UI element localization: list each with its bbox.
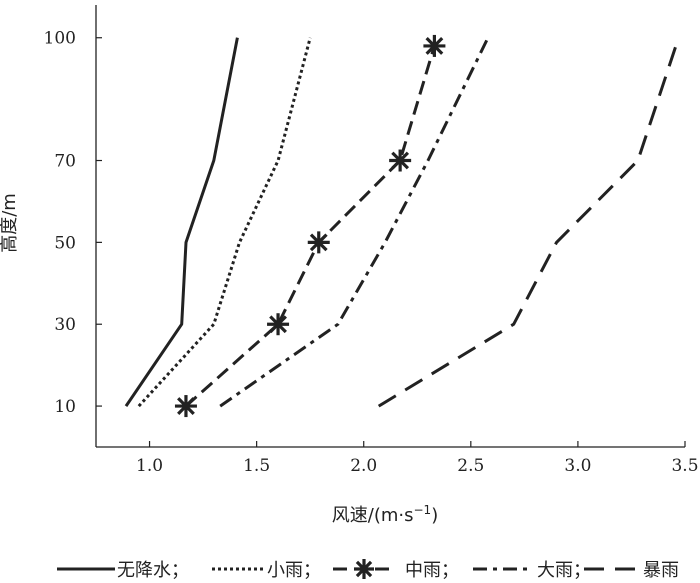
data-point-中雨 (307, 231, 330, 254)
x-axis-title-exp: −1 (414, 503, 432, 517)
x-tick-label: 1.5 (243, 456, 270, 476)
series-line-无降水 (124, 37, 239, 407)
x-tick-label: 3.5 (671, 456, 698, 476)
series-line-大雨 (219, 37, 490, 408)
legend-item-大雨: 大雨； (473, 560, 591, 581)
legend-item-中雨: 中雨； (333, 559, 459, 581)
x-tick-label: 1.0 (136, 456, 163, 476)
x-tick-label: 2.5 (457, 456, 484, 476)
series-line-中雨 (185, 45, 436, 408)
legend-item-无降水: 无降水； (57, 560, 189, 581)
x-tick-label: 2.0 (350, 456, 377, 476)
data-point-中雨 (423, 34, 446, 57)
y-tick-label: 10 (54, 397, 76, 417)
y-tick-label: 30 (54, 315, 76, 335)
y-axis-ticks: 10 30 50 70 100 (44, 29, 102, 417)
legend: 无降水； 小雨； 中雨； 大雨； 暴雨 (57, 559, 679, 581)
series-line-暴雨 (377, 37, 681, 408)
data-point-中雨 (174, 395, 197, 418)
data-point-中雨 (267, 313, 290, 336)
series-group (124, 37, 681, 408)
data-point-中雨 (389, 149, 412, 172)
x-axis-title: 风速/(m·s−1) (332, 503, 438, 526)
marker-group (174, 34, 446, 418)
legend-item-小雨: 小雨； (212, 560, 321, 581)
legend-label: 小雨； (267, 560, 321, 581)
legend-marker (354, 559, 374, 579)
x-axis-title-unit: s (404, 505, 413, 526)
legend-label: 暴雨 (643, 560, 679, 581)
x-axis-title-close: ) (431, 505, 438, 526)
axes (95, 5, 685, 448)
legend-label: 中雨； (405, 560, 459, 581)
x-tick-label: 3.0 (564, 456, 591, 476)
legend-item-暴雨: 暴雨 (584, 560, 679, 581)
series-line-小雨 (137, 37, 312, 408)
x-axis-ticks: 1.0 1.5 2.0 2.5 3.0 3.5 (136, 441, 699, 476)
y-tick-label: 100 (44, 29, 76, 49)
legend-label: 大雨； (537, 560, 591, 581)
x-axis-title-sep: · (398, 505, 404, 526)
y-tick-label: 50 (54, 233, 76, 253)
y-tick-label: 70 (54, 152, 76, 172)
legend-label: 无降水； (117, 560, 189, 581)
y-axis-title: 高度/m (0, 193, 20, 253)
x-axis-title-main: 风速/(m (332, 505, 399, 526)
